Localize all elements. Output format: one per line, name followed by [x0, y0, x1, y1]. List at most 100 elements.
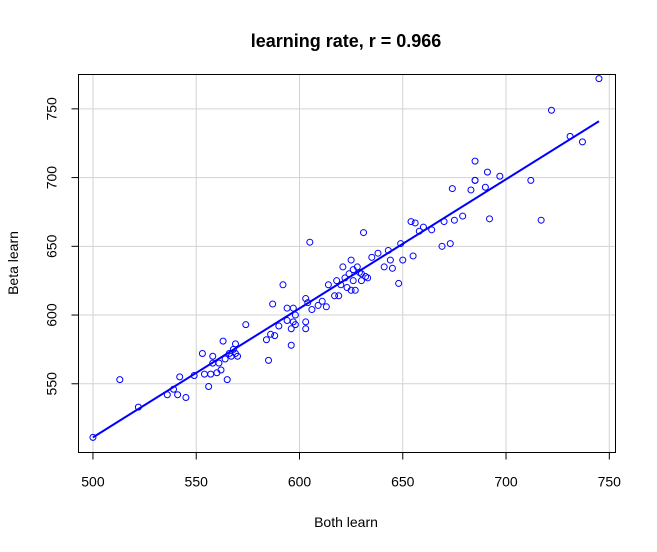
data-point — [448, 185, 456, 193]
data-point — [419, 223, 427, 231]
data-point — [205, 383, 213, 391]
data-point — [209, 352, 217, 360]
x-tick-label: 550 — [185, 474, 209, 490]
data-point — [302, 295, 310, 303]
x-tick-label: 650 — [391, 474, 415, 490]
data-point — [221, 355, 229, 363]
data-point — [341, 274, 349, 282]
data-point — [335, 292, 343, 300]
grid — [78, 74, 616, 453]
data-point — [324, 281, 332, 289]
data-point — [242, 321, 250, 329]
y-tick-label: 550 — [44, 372, 60, 396]
data-point — [481, 183, 489, 191]
data-point — [314, 301, 322, 309]
data-point — [409, 252, 417, 260]
data-point — [322, 303, 330, 311]
data-point — [271, 332, 279, 340]
data-point — [384, 246, 392, 254]
data-point — [318, 297, 326, 305]
data-point — [170, 385, 178, 393]
data-point — [397, 240, 405, 248]
data-point — [450, 216, 458, 224]
x-tick-label: 500 — [81, 474, 105, 490]
x-tick-label: 750 — [598, 474, 622, 490]
regression-line — [92, 120, 600, 439]
data-point — [182, 394, 190, 402]
data-point — [386, 256, 394, 264]
data-point — [471, 157, 479, 165]
data-point — [368, 253, 376, 261]
data-point — [267, 330, 275, 338]
data-point — [200, 370, 208, 378]
data-point — [374, 249, 382, 257]
data-point — [287, 325, 295, 333]
data-point — [283, 317, 291, 325]
data-point — [351, 286, 359, 294]
axes: 500 550 600 650 700 750 550 600 650 700 750 — [44, 97, 622, 490]
data-point — [215, 359, 223, 367]
data-point — [333, 277, 341, 285]
data-point — [459, 212, 467, 220]
data-point — [289, 304, 297, 312]
data-point — [347, 286, 355, 294]
data-point — [306, 238, 314, 246]
data-points — [89, 75, 603, 441]
data-point — [415, 227, 423, 235]
data-point — [308, 306, 316, 314]
data-point — [134, 403, 142, 411]
data-point — [357, 277, 365, 285]
data-point — [595, 75, 603, 83]
data-point — [364, 274, 372, 282]
data-point — [399, 256, 407, 264]
data-point — [304, 299, 312, 307]
data-point — [440, 218, 448, 226]
data-point — [428, 226, 436, 234]
data-point — [287, 341, 295, 349]
data-point — [291, 321, 299, 329]
data-point — [547, 106, 555, 114]
data-point — [190, 372, 198, 380]
data-point — [262, 336, 270, 344]
data-point — [176, 373, 184, 381]
data-point — [265, 356, 273, 364]
data-point — [362, 273, 370, 281]
data-point — [339, 263, 347, 271]
data-point — [578, 138, 586, 146]
data-point — [360, 229, 368, 237]
data-point — [279, 281, 287, 289]
data-point — [471, 176, 479, 184]
data-point — [486, 215, 494, 223]
y-tick-label: 750 — [44, 97, 60, 121]
x-axis-label: Both learn — [314, 514, 378, 530]
y-tick-label: 700 — [44, 166, 60, 190]
data-point — [207, 370, 215, 378]
data-point — [537, 216, 545, 224]
data-point — [467, 186, 475, 194]
data-point — [283, 304, 291, 312]
data-point — [527, 176, 535, 184]
x-tick-label: 700 — [494, 474, 518, 490]
data-point — [395, 279, 403, 287]
data-point — [380, 263, 388, 271]
x-tick-label: 600 — [288, 474, 312, 490]
data-point — [411, 219, 419, 227]
data-point — [496, 172, 504, 180]
data-point — [337, 281, 345, 289]
data-point — [116, 376, 124, 384]
chart-title: learning rate, r = 0.966 — [251, 31, 442, 51]
data-point — [269, 300, 277, 308]
data-point — [347, 256, 355, 264]
regression-line-layer — [92, 120, 600, 439]
data-point — [275, 322, 283, 330]
data-point — [302, 318, 310, 326]
data-point — [345, 270, 353, 278]
data-point — [219, 337, 227, 345]
data-point — [231, 340, 239, 348]
data-point — [446, 240, 454, 248]
data-point — [388, 264, 396, 272]
y-tick-label: 600 — [44, 303, 60, 327]
data-point — [174, 391, 182, 399]
data-point — [483, 168, 491, 176]
